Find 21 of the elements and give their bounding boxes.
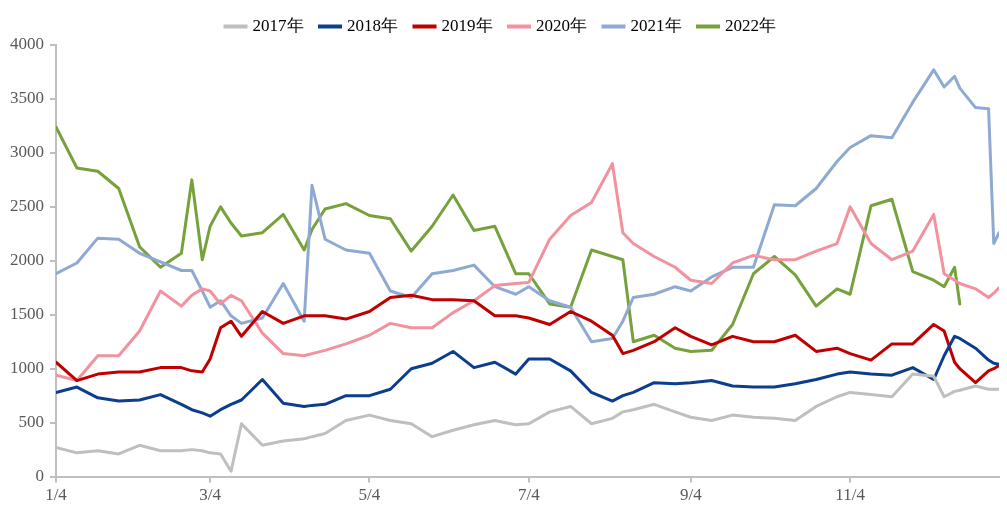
x-tick-label: 7/4 (517, 485, 541, 505)
legend-label: 2019年 (441, 15, 493, 35)
y-tick-label: 500 (18, 412, 44, 432)
legend-label: 2022年 (725, 15, 776, 35)
y-tick-label: 2500 (10, 196, 44, 216)
y-tick-label: 1500 (10, 304, 44, 324)
y-tick-label: 4000 (10, 34, 44, 54)
y-tick-label: 3000 (10, 142, 44, 162)
y-tick-label: 3500 (10, 88, 44, 108)
x-tick-label: 9/4 (679, 485, 703, 505)
y-tick-label: 0 (35, 466, 44, 486)
x-tick-label: 1/4 (45, 485, 68, 505)
y-tick-label: 2000 (10, 250, 44, 270)
legend-label: 2017年 (252, 15, 304, 35)
x-tick-label: 5/4 (358, 485, 381, 505)
legend-label: 2018年 (347, 15, 398, 35)
y-tick-label: 1000 (10, 358, 44, 378)
x-tick-label: 3/4 (199, 485, 222, 505)
legend-label: 2021年 (630, 15, 682, 35)
legend-label: 2020年 (536, 15, 587, 35)
x-tick-label: 11/4 (835, 485, 866, 505)
